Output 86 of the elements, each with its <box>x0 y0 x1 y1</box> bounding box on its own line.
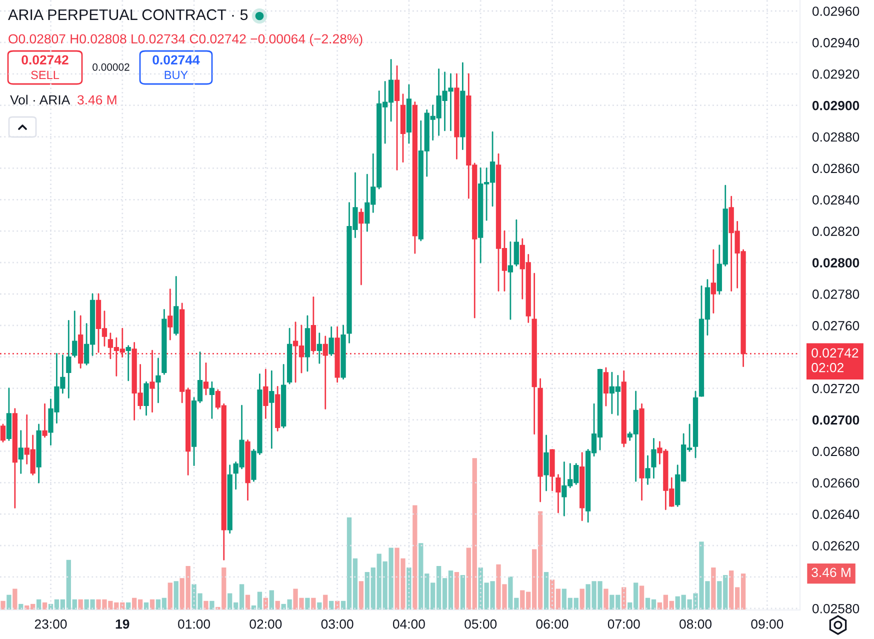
y-tick-label: 0.02920 <box>812 69 860 79</box>
candlestick <box>168 288 173 340</box>
x-tick-label: 09:00 <box>751 619 784 629</box>
candlestick <box>263 368 268 419</box>
candlestick <box>156 358 161 404</box>
bar <box>0 600 6 610</box>
candlestick <box>316 332 322 364</box>
candlestick <box>556 474 561 514</box>
candlestick <box>328 326 334 356</box>
bar <box>311 598 316 610</box>
candlestick <box>72 310 78 358</box>
x-tick-label: 05:00 <box>464 619 497 629</box>
y-tick-label: 0.02660 <box>812 478 860 488</box>
candlestick <box>209 381 215 419</box>
annotation: O0.02807 H0.02808 L0.02734 C0.02742 −0.00064 (−2.28%) <box>8 34 362 46</box>
y-tick-label: 0.02780 <box>812 290 860 299</box>
x-tick-label: 02:00 <box>250 619 282 629</box>
candlestick <box>203 362 209 396</box>
candlestick <box>651 438 656 479</box>
x-tick-label: 06:00 <box>536 619 568 629</box>
bar <box>204 600 208 610</box>
y-tick-label: 0.02960 <box>812 6 860 16</box>
bar <box>6 594 12 610</box>
annotation: SELL <box>31 70 60 80</box>
candlestick <box>18 430 24 474</box>
y-tick-label: 0.02880 <box>812 132 860 142</box>
candlestick <box>42 403 48 438</box>
y-tick-label: 0.02760 <box>812 321 860 330</box>
y-tick-label: 0.02640 <box>812 510 860 520</box>
bar <box>580 588 584 610</box>
bar <box>604 588 608 610</box>
candlestick <box>358 208 364 286</box>
y-tick-label: 0.02820 <box>812 226 860 236</box>
x-tick-label: 08:00 <box>680 619 712 629</box>
x-tick-label: 23:00 <box>34 619 67 629</box>
candlestick <box>144 381 149 416</box>
y-tick-label: 0.02900 <box>812 100 860 110</box>
bar <box>174 581 178 610</box>
y-tick-label: 0.02840 <box>812 195 860 205</box>
annotation: 0.00002 <box>92 63 130 71</box>
annotation: Vol · ARIA <box>10 94 70 105</box>
bar <box>269 590 274 610</box>
candlestick <box>126 345 131 382</box>
y-tick-label: 0.02720 <box>812 384 860 394</box>
text: 3.46 M <box>812 568 850 578</box>
candlestick <box>508 241 514 320</box>
annotation: BUY <box>164 70 188 80</box>
bar <box>245 594 250 610</box>
bar <box>639 586 644 610</box>
y-tick-label: 0.02860 <box>812 164 860 174</box>
candlestick <box>603 367 609 406</box>
y-tick-label: 0.02700 <box>812 415 860 425</box>
y-tick-label: 0.02680 <box>812 446 860 456</box>
annotation: 0.02742 <box>22 55 68 65</box>
x-tick-label: 19 <box>116 619 130 629</box>
x-tick-label: 01:00 <box>178 619 210 629</box>
bar <box>406 567 412 610</box>
annotation: 0.02744 <box>152 55 200 65</box>
y-tick-label: 0.02940 <box>812 38 860 48</box>
bar <box>460 575 466 610</box>
y-tick-label: 0.02620 <box>812 541 860 550</box>
y-tick-label: 0.02580 <box>812 604 860 614</box>
bar <box>454 572 460 610</box>
bar <box>711 567 716 610</box>
candlestick <box>394 65 400 170</box>
candlestick <box>66 320 72 398</box>
bar <box>412 505 418 610</box>
x-tick-label: 07:00 <box>608 619 640 629</box>
x-tick-label: 03:00 <box>321 619 354 629</box>
bar <box>12 588 18 610</box>
bar <box>305 598 310 610</box>
x-tick-label: 04:00 <box>392 619 425 629</box>
ref-line-label: 0.02742 02:02 <box>812 348 858 372</box>
bar <box>544 572 549 610</box>
candlestick <box>710 249 716 314</box>
y-tick-label: 0.02800 <box>812 258 860 268</box>
annotation: 3.46 M <box>78 95 116 105</box>
candlestick <box>269 370 274 449</box>
bar <box>168 582 172 610</box>
bar <box>358 581 364 610</box>
candlestick <box>0 424 6 442</box>
bar <box>210 600 214 610</box>
chart-title: ARIA PERPETUAL CONTRACT · 5 <box>8 9 248 20</box>
candlestick <box>544 434 549 492</box>
candlestick <box>514 219 519 266</box>
candlestick <box>645 455 650 485</box>
